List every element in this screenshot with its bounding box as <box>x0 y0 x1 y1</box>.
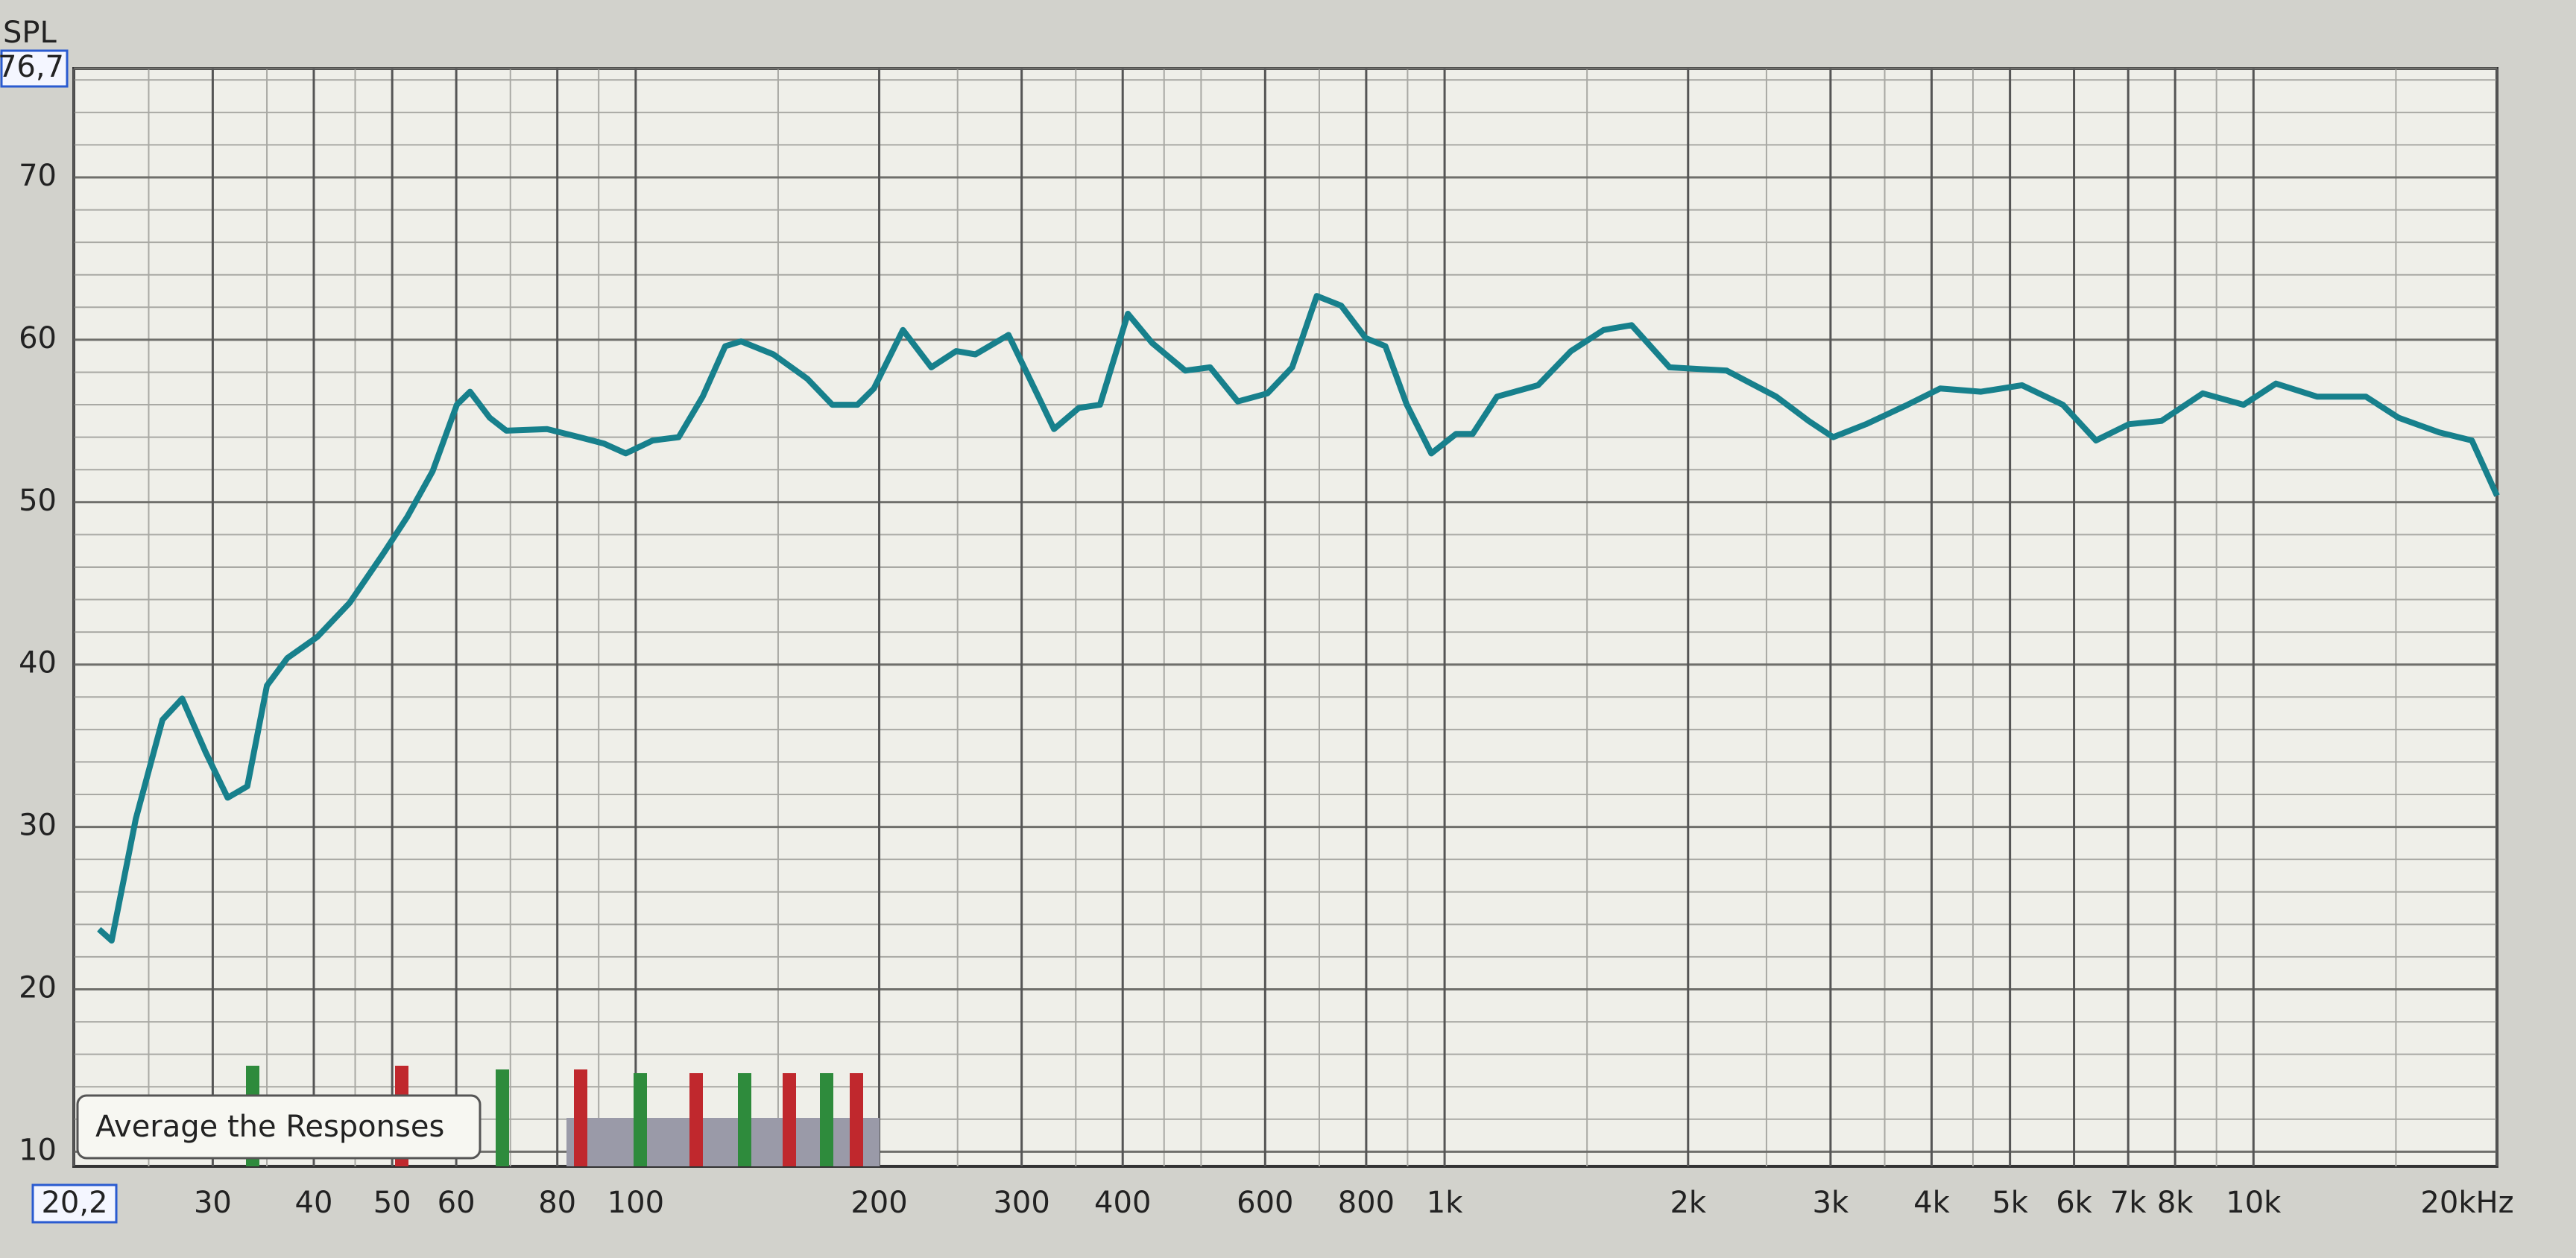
y-tick-label: 70 <box>19 159 57 193</box>
plot-area <box>72 67 2498 1168</box>
x-tick-label: 60 <box>438 1186 476 1220</box>
x-tick-label: 8k <box>2157 1186 2194 1220</box>
x-tick-label: 300 <box>993 1186 1049 1220</box>
edge-value-box <box>31 1183 118 1224</box>
x-tick-label: 5k <box>1992 1186 2028 1220</box>
x-tick-label: 20,2 <box>41 1186 107 1220</box>
x-tick-label: 7k <box>2110 1186 2147 1220</box>
response-bar <box>850 1073 863 1166</box>
edge-value-box <box>0 49 69 88</box>
grid <box>72 67 2498 1166</box>
y-tick-label: 60 <box>19 321 57 355</box>
x-tick-label: 30 <box>194 1186 232 1220</box>
tooltip-box <box>76 1094 482 1160</box>
x-tick-label: 600 <box>1237 1186 1293 1220</box>
x-tick-label: 40 <box>295 1186 333 1220</box>
y-tick-label: 10 <box>19 1133 57 1167</box>
y-axis-label: SPL <box>3 16 57 50</box>
response-bar <box>689 1073 703 1166</box>
x-tick-label: 10k <box>2226 1186 2282 1220</box>
x-tick-label: 1k <box>1427 1186 1463 1220</box>
ticks: 10 20 30 40 50 60 70 76,7 20,2 30 40 50 60 80 100 200 30… <box>0 49 2514 1224</box>
x-tick-label: 80 <box>538 1186 576 1220</box>
x-tick-label: 50 <box>373 1186 411 1220</box>
response-bar <box>738 1073 751 1166</box>
response-bar <box>820 1073 833 1166</box>
response-bar <box>574 1069 587 1166</box>
response-bar <box>634 1073 647 1166</box>
x-tick-label: 6k <box>2056 1186 2092 1220</box>
response-bar <box>783 1073 796 1166</box>
x-tick-label: 3k <box>1813 1186 1849 1220</box>
x-tick-label: 400 <box>1094 1186 1151 1220</box>
response-bar <box>496 1069 509 1166</box>
x-tick-label: 4k <box>1913 1186 1950 1220</box>
x-tick-label: 2k <box>1670 1186 1706 1220</box>
response-curve <box>97 293 2500 944</box>
x-tick-label: 200 <box>850 1186 907 1220</box>
x-tick-label: 800 <box>1338 1186 1395 1220</box>
x-tick-label: 100 <box>607 1186 664 1220</box>
y-tick-label: 76,7 <box>0 50 64 84</box>
x-tick-label: 20kHz <box>2420 1186 2513 1220</box>
y-tick-label: 30 <box>19 809 57 843</box>
tooltip-text: Average the Responses <box>95 1110 444 1144</box>
y-tick-label: 20 <box>19 970 57 1005</box>
y-tick-label: 50 <box>19 484 57 518</box>
y-tick-label: 40 <box>19 646 57 680</box>
